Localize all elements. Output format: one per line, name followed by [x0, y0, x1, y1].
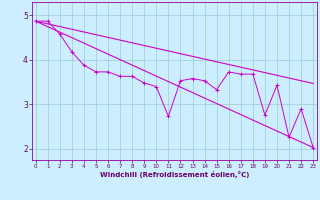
- X-axis label: Windchill (Refroidissement éolien,°C): Windchill (Refroidissement éolien,°C): [100, 171, 249, 178]
